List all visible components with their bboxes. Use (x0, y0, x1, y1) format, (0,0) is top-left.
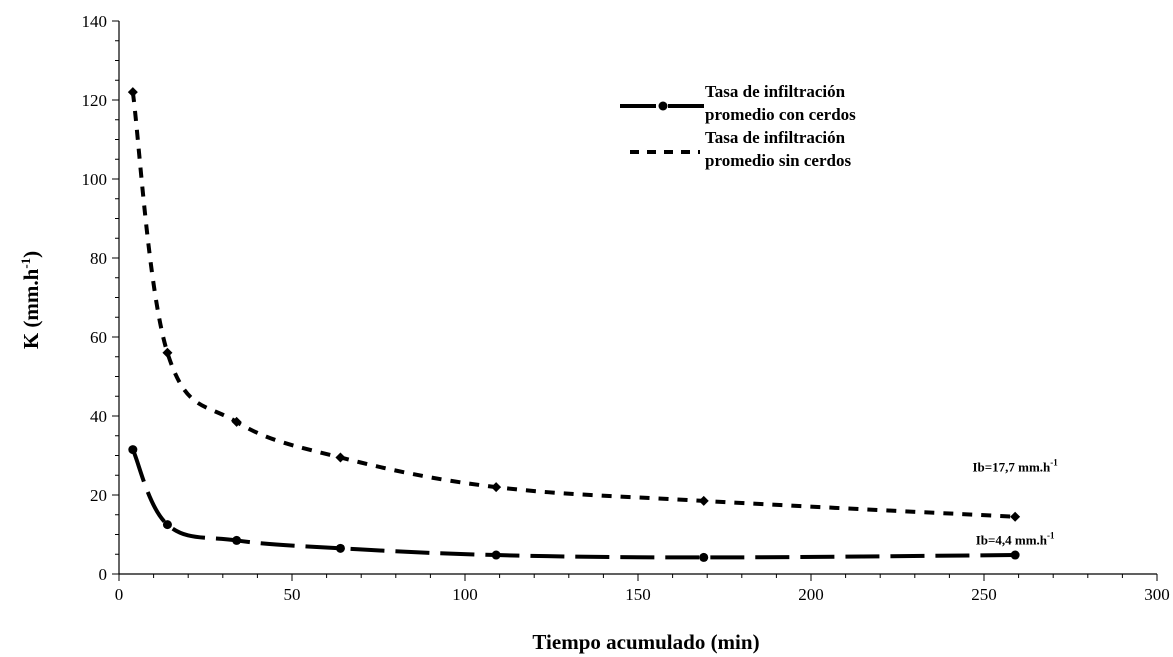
data-point-sin (1010, 511, 1021, 522)
annotation-con-superscript: -1 (1047, 530, 1055, 540)
x-axis-title: Tiempo acumulado (min) (532, 630, 759, 654)
annotations: Ib=17,7 mm.h-1Ib=4,4 mm.h-1 (972, 457, 1058, 547)
y-axis-title-superscript: -1 (18, 258, 33, 269)
data-point-sin (491, 482, 502, 493)
y-tick-label: 140 (82, 12, 108, 31)
x-tick-label: 0 (115, 585, 124, 604)
annotation-sin-superscript: -1 (1050, 457, 1058, 467)
legend-label-con-cerdos-2: promedio con cerdos (705, 105, 856, 124)
series-line-sin (130, 91, 1016, 519)
y-tick-label: 100 (82, 170, 108, 189)
axes (118, 21, 1157, 575)
x-tick-label: 100 (452, 585, 478, 604)
y-axis-title-end: ) (19, 251, 43, 258)
legend-label-con-cerdos-1: Tasa de infiltración (705, 82, 846, 101)
annotation-sin-main: Ib=17,7 mm.h (972, 459, 1051, 474)
legend-label-sin-cerdos-1: Tasa de infiltración (705, 128, 846, 147)
annotation-con: Ib=4,4 mm.h-1 (976, 530, 1055, 547)
y-tick-label: 40 (90, 407, 107, 426)
legend-label-sin-cerdos-2: promedio sin cerdos (705, 151, 851, 170)
data-point-con (699, 552, 709, 562)
data-point-sin (127, 87, 138, 98)
y-tick-label: 0 (99, 565, 108, 584)
data-point-sin (698, 495, 709, 506)
data-point-sin (335, 452, 346, 463)
x-tick-label: 300 (1144, 585, 1170, 604)
y-tick-label: 60 (90, 328, 107, 347)
data-point-con (491, 550, 501, 560)
x-tick-label: 50 (284, 585, 301, 604)
data-point-con (1010, 550, 1020, 560)
y-axis-title: K (mm.h-1) (18, 251, 43, 349)
annotation-con-main: Ib=4,4 mm.h (976, 532, 1048, 547)
data-point-con (335, 543, 345, 553)
legend-entry-con-cerdos: Tasa de infiltración promedio con cerdos (620, 82, 856, 124)
series-lines (130, 91, 1016, 560)
data-point-con (162, 520, 172, 530)
annotation-sin: Ib=17,7 mm.h-1 (972, 457, 1058, 474)
legend-marker-con-cerdos (658, 101, 668, 111)
y-tick-label: 120 (82, 91, 108, 110)
y-tick-label: 80 (90, 249, 107, 268)
data-point-sin (231, 416, 242, 427)
tick-labels: 0 50 100 150 200 250 300 0 20 40 60 80 100 120 140 (82, 12, 1170, 604)
y-tick-label: 20 (90, 486, 107, 505)
data-markers (127, 87, 1021, 562)
legend-entry-sin-cerdos: Tasa de infiltración promedio sin cerdos (630, 128, 851, 170)
data-point-con (232, 535, 242, 545)
tick-marks (112, 20, 1158, 581)
y-axis-title-main: K (mm.h (19, 268, 43, 349)
x-tick-label: 150 (625, 585, 651, 604)
x-tick-label: 250 (971, 585, 997, 604)
legend: Tasa de infiltración promedio con cerdos… (620, 82, 856, 170)
data-point-sin (162, 347, 173, 358)
x-tick-label: 200 (798, 585, 824, 604)
series-line-con (131, 448, 1016, 560)
data-point-con (128, 445, 138, 455)
